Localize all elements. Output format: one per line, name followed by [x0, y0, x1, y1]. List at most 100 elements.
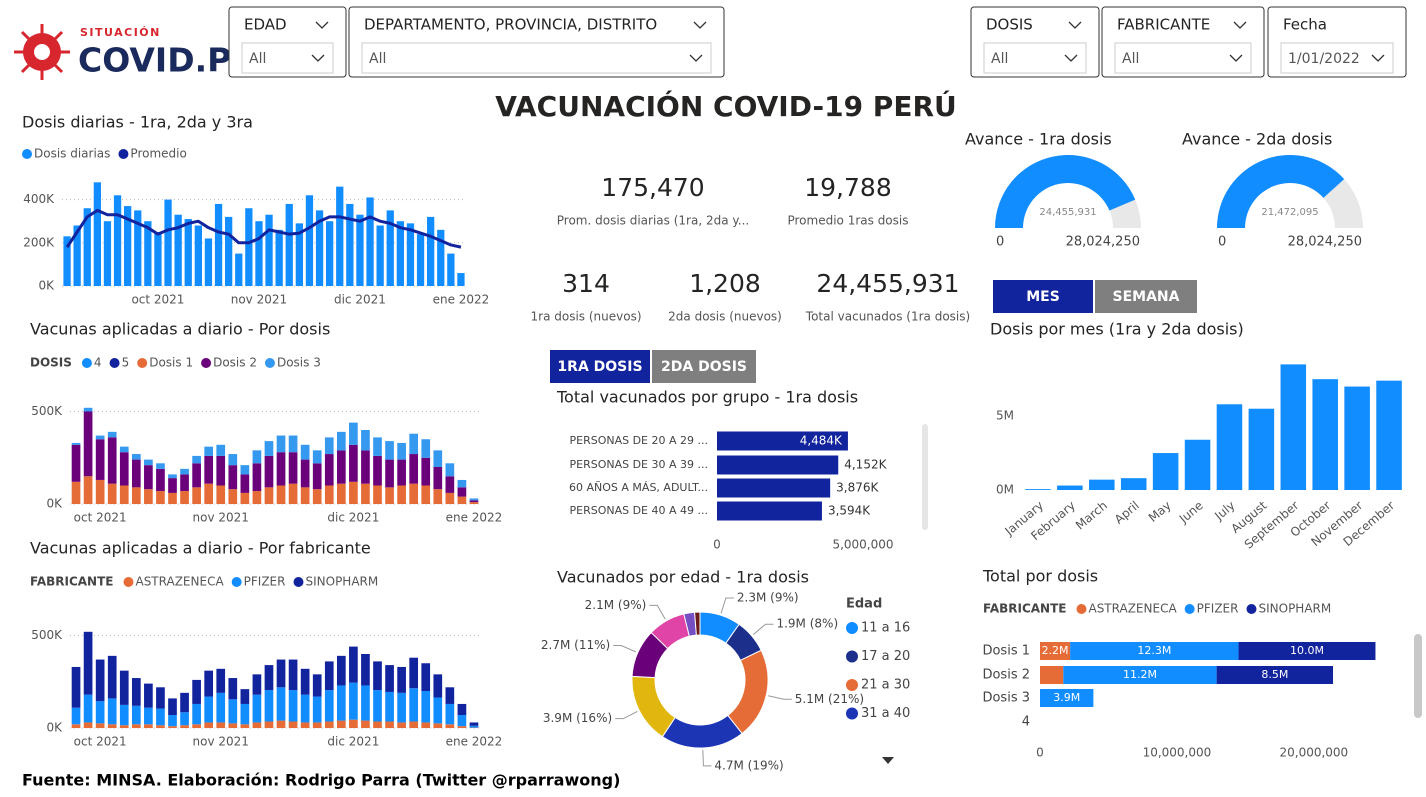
toggle-label: 2DA DOSIS — [661, 359, 747, 375]
legend-label: 31 a 40 — [861, 706, 910, 721]
bar-segment — [235, 253, 243, 286]
bar-segment — [396, 221, 404, 286]
legend-marker — [231, 577, 242, 587]
bar — [1280, 364, 1307, 490]
legend-marker — [1184, 604, 1195, 614]
bar-segment — [240, 703, 250, 725]
bar-segment — [107, 483, 117, 504]
bar-segment — [326, 221, 334, 286]
legend-label: 21 a 30 — [861, 678, 910, 693]
bar-segment — [252, 450, 262, 464]
bar-segment — [312, 450, 322, 464]
chart-title: Dosis diarias - 1ra, 2da y 3ra — [22, 113, 253, 132]
y-tick-label: 0K — [38, 279, 55, 293]
chart-title: Avance - 2da dosis — [1182, 130, 1332, 149]
bar-segment — [156, 687, 165, 709]
bar-segment — [228, 723, 238, 728]
bar-segment — [386, 210, 394, 286]
scrollbar[interactable] — [922, 424, 928, 530]
bar-segment — [119, 670, 129, 705]
bar-segment — [124, 206, 132, 286]
bar-segment — [300, 487, 310, 504]
legend-label: SINOPHARM — [305, 575, 378, 589]
chart-title: Avance - 1ra dosis — [965, 130, 1112, 149]
bar-segment — [144, 459, 153, 466]
chevron — [1233, 21, 1247, 29]
legend-label: PFIZER — [1197, 602, 1239, 616]
filter-value: All — [249, 51, 266, 67]
scrollbar[interactable] — [1414, 634, 1422, 718]
filter-dropdown[interactable] — [241, 42, 334, 74]
filter-dropdown[interactable] — [361, 42, 712, 74]
y-tick-label: 400K — [23, 192, 55, 206]
bar-segment — [409, 454, 419, 484]
bar-segment — [216, 455, 226, 486]
data-label: 2.7M (11%) — [541, 638, 610, 652]
toggle-button[interactable] — [1095, 280, 1197, 313]
y-tick-label: 0K — [46, 721, 63, 735]
filter-dropdown[interactable] — [1114, 42, 1252, 74]
legend-scroll-arrow[interactable] — [882, 757, 894, 764]
bar-segment — [240, 474, 250, 493]
data-label: 3.9M — [1053, 691, 1080, 704]
bar-segment — [204, 670, 214, 697]
chevron — [1064, 54, 1078, 62]
x-tick-label: nov 2021 — [193, 735, 249, 749]
filter-label: Fecha — [1283, 16, 1327, 34]
toggle-button[interactable] — [993, 280, 1093, 313]
chart-title: Dosis por mes (1ra y 2da dosis) — [990, 320, 1244, 339]
bar-segment — [95, 439, 105, 480]
bar-segment — [324, 690, 334, 722]
bar-segment — [240, 465, 250, 475]
bar-segment — [312, 674, 322, 697]
bar-segment — [1040, 689, 1094, 707]
bar-segment — [156, 468, 165, 492]
data-label: 10.0M — [1290, 644, 1324, 657]
bar-segment — [264, 487, 274, 504]
legend-marker — [846, 679, 858, 691]
bar-segment — [174, 214, 182, 286]
legend-title: DOSIS — [30, 356, 72, 370]
x-tick-label: 5,000,000 — [832, 538, 893, 552]
toggle-button[interactable] — [652, 350, 756, 383]
bar-segment — [445, 703, 455, 725]
legend-label: SINOPHARM — [1258, 602, 1331, 616]
legend-marker — [109, 358, 120, 368]
bar-segment — [445, 724, 455, 728]
toggle-button[interactable] — [550, 350, 650, 383]
bar-segment — [1216, 666, 1334, 684]
line-series — [65, 208, 462, 249]
legend-label: 17 a 20 — [861, 649, 910, 664]
bar-segment — [134, 210, 142, 286]
leader-line — [615, 711, 638, 720]
data-label: 4,484K — [800, 434, 843, 448]
bar-segment — [131, 724, 141, 728]
kpi-label: 1ra dosis (nuevos) — [531, 310, 642, 324]
bar-segment — [427, 216, 435, 286]
bar-segment — [131, 454, 141, 460]
filter-dropdown[interactable] — [983, 42, 1087, 74]
data-label: 5.1M (21%) — [795, 692, 864, 706]
bar-segment — [265, 214, 273, 286]
bar-segment — [95, 659, 105, 702]
bar-segment — [324, 437, 334, 455]
bar-segment — [216, 722, 226, 728]
kpi-value: 24,455,931 — [816, 269, 959, 298]
legend-marker — [123, 577, 134, 587]
bar-segment — [119, 446, 129, 453]
bar-segment — [204, 455, 214, 484]
bar-segment — [312, 722, 322, 728]
bar-segment — [204, 696, 214, 723]
legend-label: 4 — [94, 356, 102, 370]
filter-value: All — [1122, 51, 1139, 67]
bar-segment — [312, 696, 322, 723]
y-tick-label: PERSONAS DE 30 A 39 ... — [569, 458, 708, 471]
data-label: 12.3M — [1137, 644, 1171, 657]
bar-segment — [168, 726, 177, 728]
chevron — [311, 54, 325, 62]
data-label: 2.3M (9%) — [737, 590, 799, 604]
bar-segment — [416, 234, 425, 286]
bar-segment — [264, 690, 274, 722]
bar-segment — [469, 502, 479, 504]
x-tick-label: ene 2022 — [446, 735, 503, 749]
